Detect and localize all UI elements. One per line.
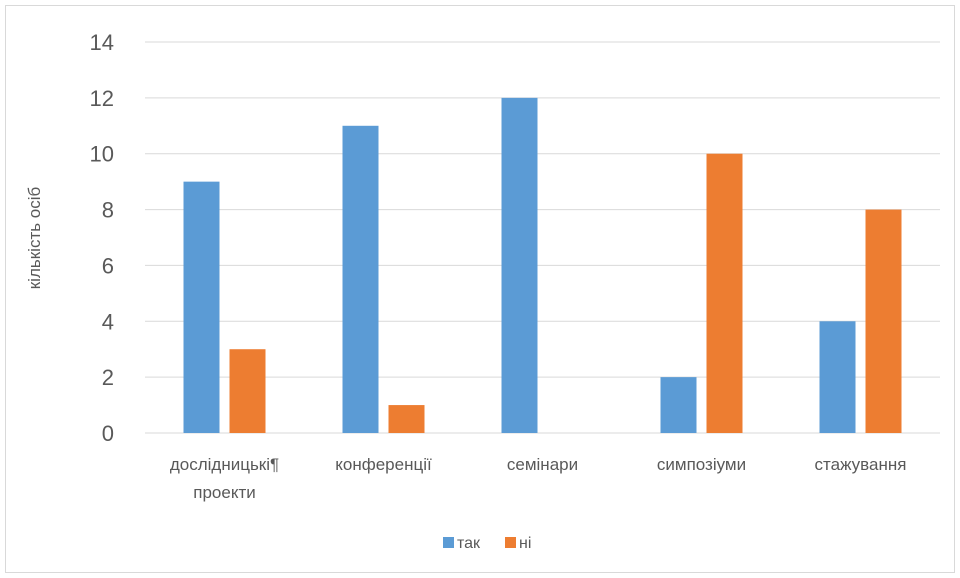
bar-ні-4 [865,209,902,433]
legend-label: так [457,535,481,552]
gridlines [145,41,940,434]
y-tick-label: 4 [102,309,114,334]
bar-ні-3 [706,153,743,433]
category-label: симпозіуми [657,455,746,474]
category-label: дослідницькі¶ проекти [170,455,279,502]
bar-так-1 [342,125,379,434]
category-labels: дослідницькі¶ проекти конференції семінари с… [170,455,907,502]
y-tick-label: 0 [102,421,114,446]
category-label-line: конференції [335,455,432,474]
y-tick-label: 10 [90,142,114,167]
category-label: конференції [335,455,432,474]
bar-так-3 [660,377,697,433]
category-label-line: симпозіуми [657,455,746,474]
category-label-line: стажування [815,455,907,474]
y-tick-labels: 0 2 4 6 8 10 12 14 [90,30,114,446]
category-label: стажування [815,455,907,474]
y-tick-label: 6 [102,253,114,278]
y-tick-label: 8 [102,198,114,223]
y-tick-label: 12 [90,86,114,111]
legend-label: ні [519,535,531,552]
legend: так ні [443,535,531,552]
category-label: семінари [507,455,578,474]
chart-frame [5,5,955,573]
y-axis-title: кількість осіб [25,186,44,289]
bar-ні-1 [388,405,425,433]
bar-ні-0 [229,349,266,433]
y-tick-label: 14 [90,30,114,55]
category-label-line: семінари [507,455,578,474]
bars [183,97,902,434]
legend-swatch-ні [505,537,516,548]
bar-так-4 [819,321,856,433]
category-label-line: проекти [193,483,255,502]
bar-так-0 [183,181,220,433]
legend-swatch-так [443,537,454,548]
bar-так-2 [501,97,538,433]
y-tick-label: 2 [102,365,114,390]
category-label-line: дослідницькі¶ [170,455,279,474]
